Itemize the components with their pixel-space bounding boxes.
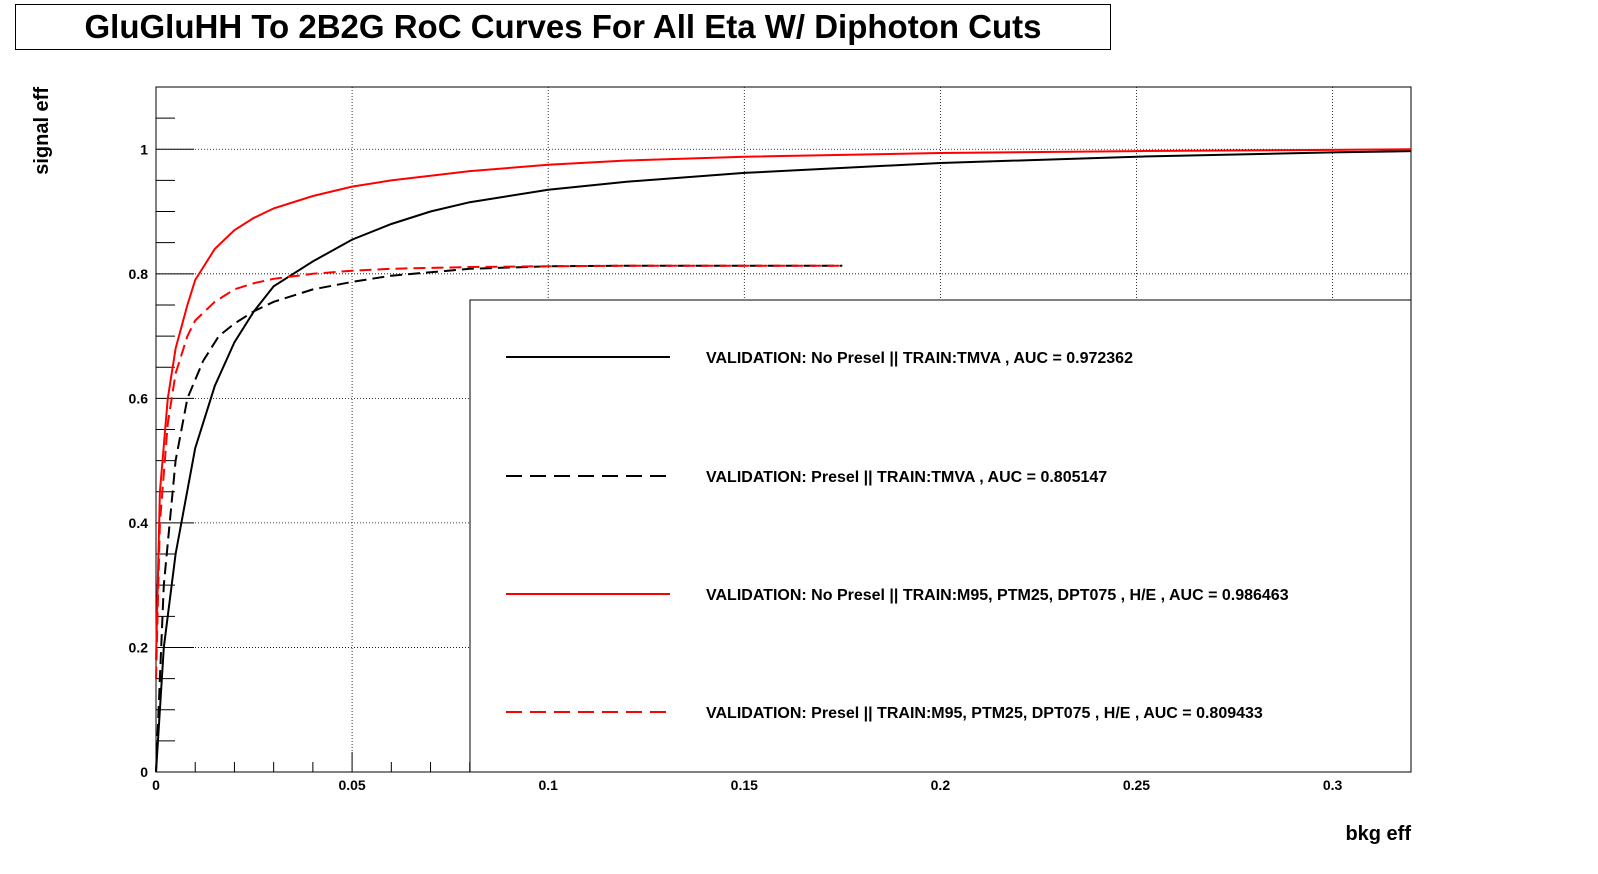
- roc-curve-1: [155, 150, 1412, 773]
- axis-ticks: 0 0.05 0.1 0.15 0.2 0.25 0.3 0 0.2 0.4 0.6 0.8 1: [129, 117, 1373, 793]
- y-tick-label: 0.8: [129, 266, 149, 282]
- y-tick-label: 0: [140, 764, 148, 780]
- legend-box: [469, 299, 1412, 773]
- roc-curve-4: [155, 264, 843, 679]
- x-tick-label: 0.3: [1323, 777, 1343, 793]
- chart-title: GluGluHH To 2B2G RoC Curves For All Eta …: [84, 8, 1042, 45]
- legend-entry-label: VALIDATION: No Presel || TRAIN:M95, PTM2…: [706, 587, 1289, 604]
- x-tick-label: 0.25: [1123, 777, 1150, 793]
- y-axis-title: signal eff: [31, 87, 53, 175]
- legend-entry-label: VALIDATION: Presel || TRAIN:M95, PTM25, …: [706, 705, 1263, 722]
- x-tick-label: 0.15: [731, 777, 758, 793]
- y-tick-label: 0.6: [129, 390, 149, 406]
- x-axis-title: bkg eff: [1345, 823, 1411, 845]
- roc-curve-3: [155, 148, 1412, 660]
- x-tick-label: 0.05: [338, 777, 365, 793]
- y-tick-label: 0.4: [129, 515, 149, 531]
- x-tick-label: 0.2: [931, 777, 951, 793]
- legend: VALIDATION: No Presel || TRAIN:TMVA , AU…: [469, 299, 1412, 773]
- legend-entry-label: VALIDATION: No Presel || TRAIN:TMVA , AU…: [706, 350, 1133, 367]
- x-tick-label: 0.1: [538, 777, 558, 793]
- y-tick-label: 1: [140, 141, 148, 157]
- chart-title-box: GluGluHH To 2B2G RoC Curves For All Eta …: [15, 4, 1111, 50]
- curves: [155, 148, 1412, 773]
- legend-entry-label: VALIDATION: Presel || TRAIN:TMVA , AUC =…: [706, 469, 1107, 486]
- y-tick-label: 0.2: [129, 639, 149, 655]
- roc-curve-2: [155, 264, 843, 773]
- x-tick-label: 0: [152, 777, 160, 793]
